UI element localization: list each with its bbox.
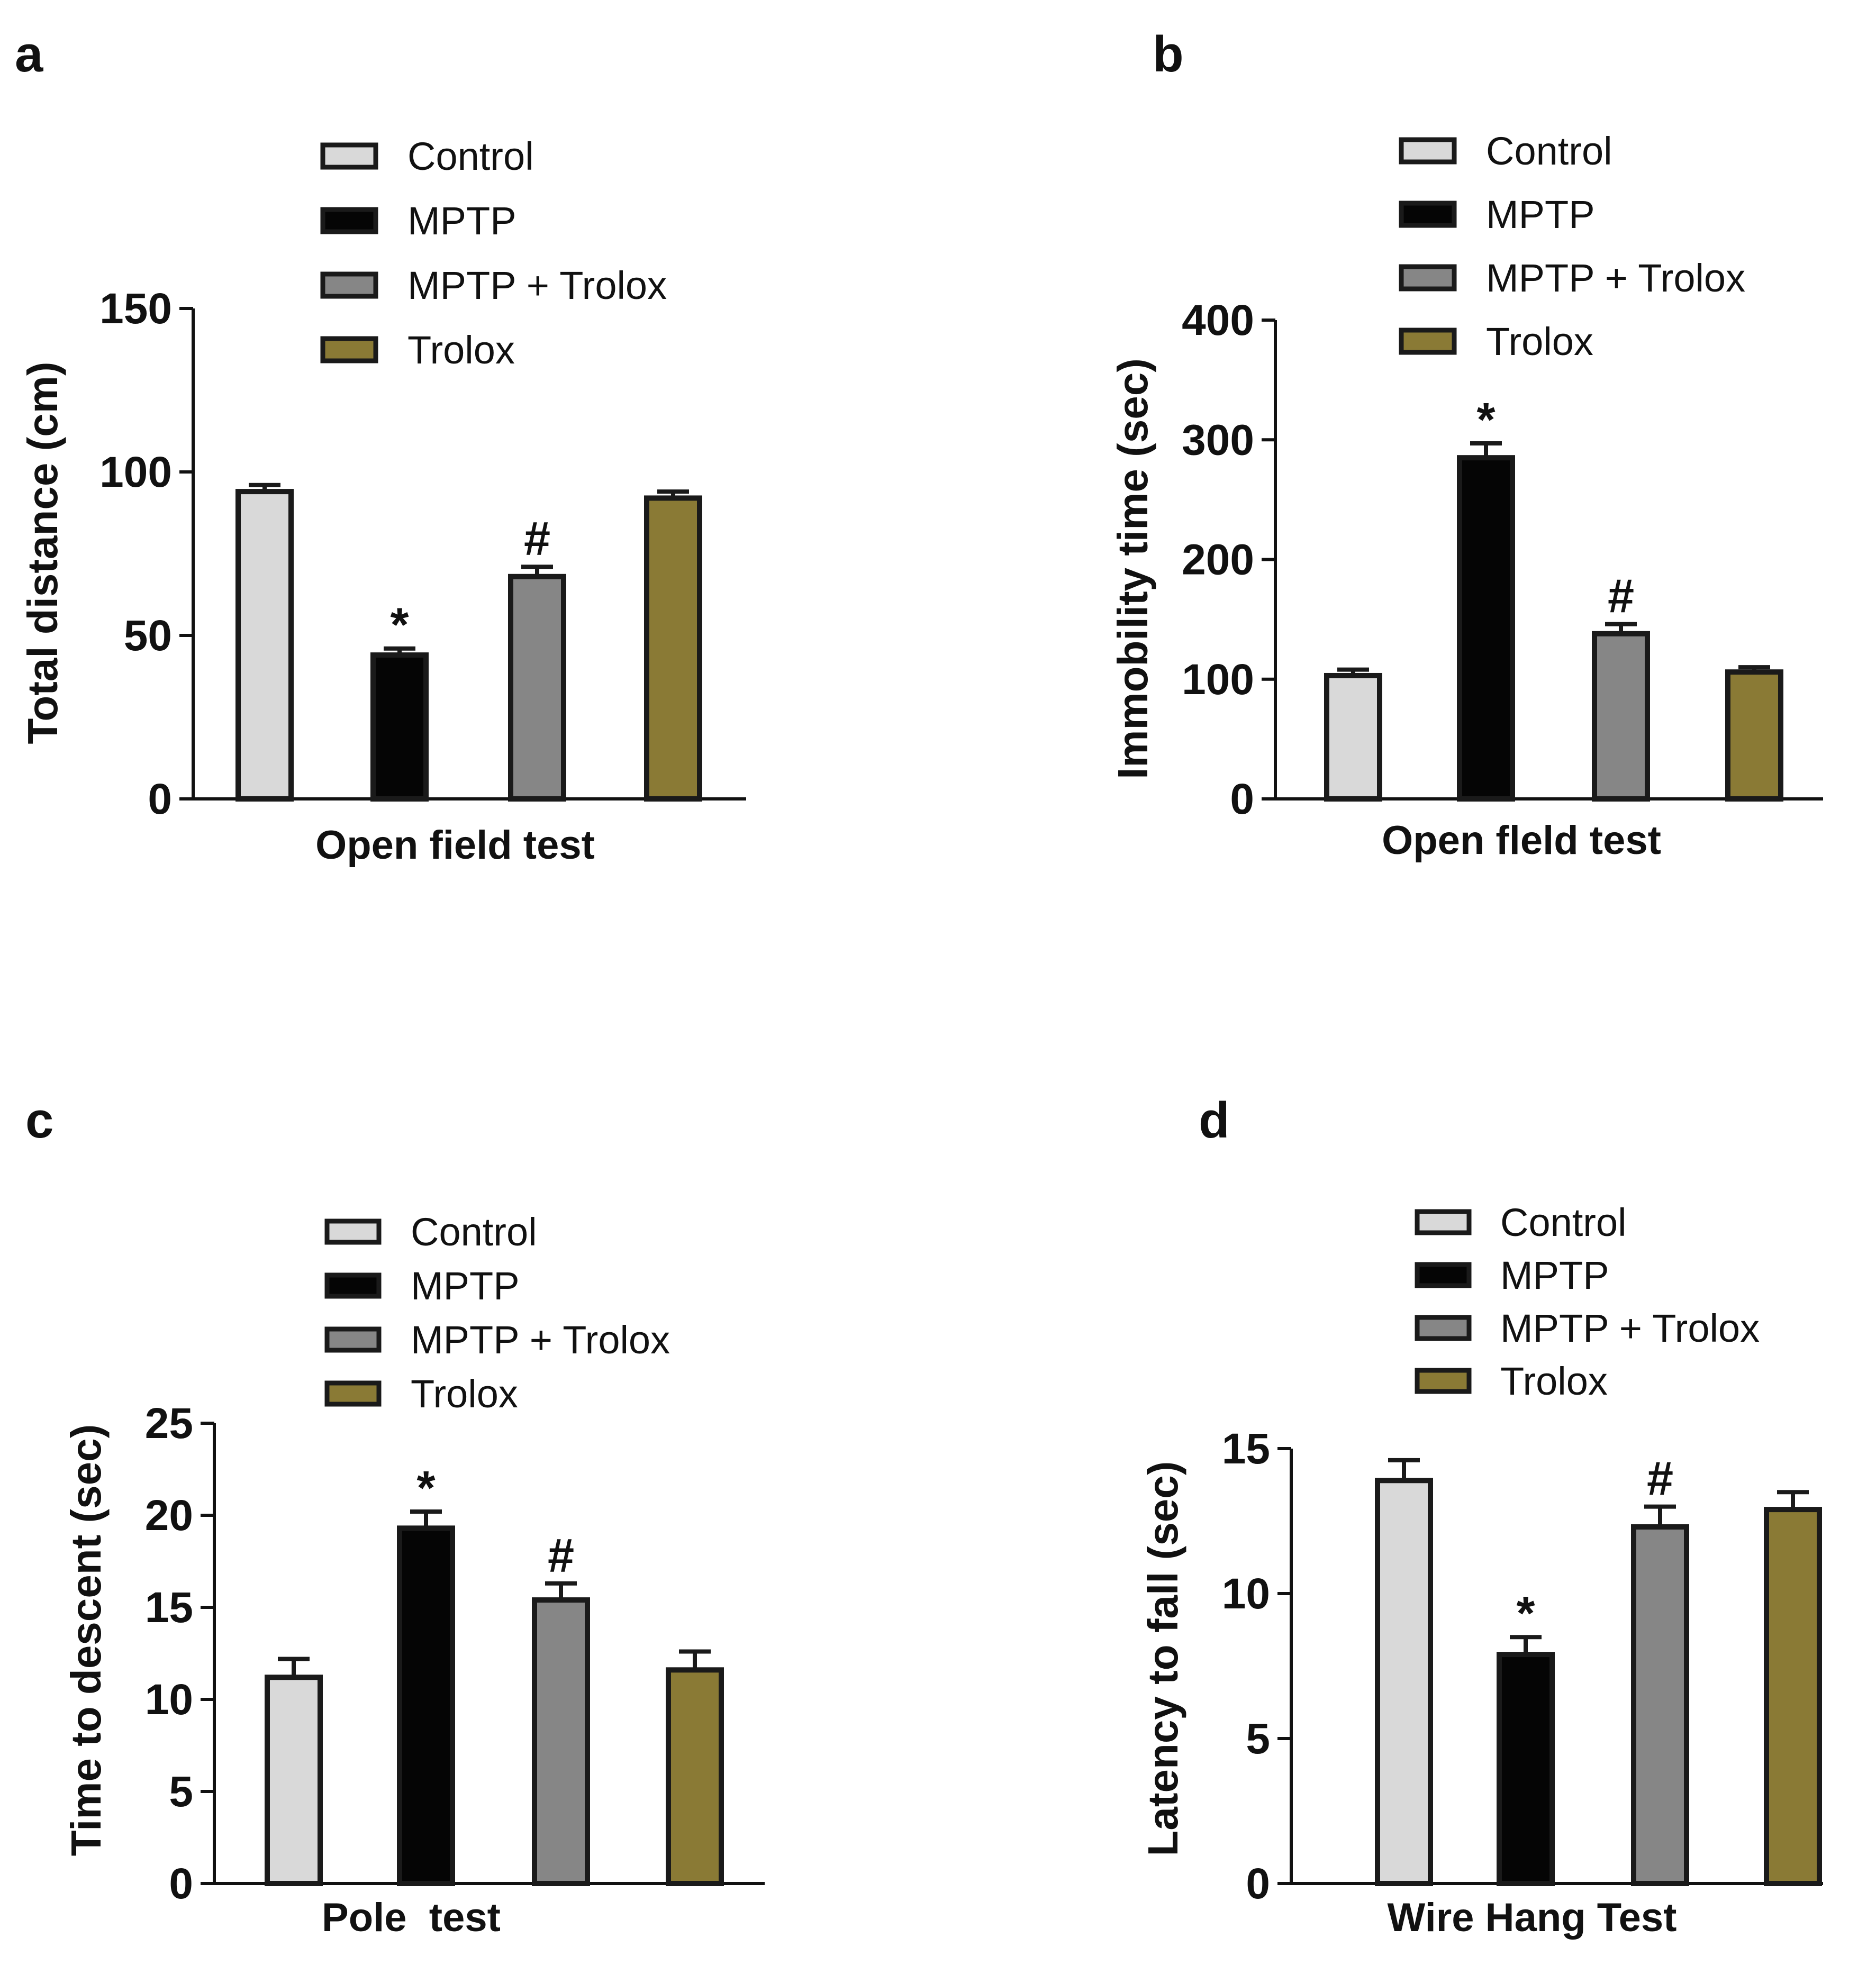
legend-label: MPTP + Trolox bbox=[407, 263, 667, 307]
bar-mptp-trolox bbox=[1631, 1524, 1689, 1886]
bar-trolox bbox=[644, 495, 702, 802]
y-axis-title: Immobility time (sec) bbox=[1109, 358, 1156, 779]
legend-swatch bbox=[1399, 264, 1457, 292]
y-axis-title: Time to descent (sec) bbox=[62, 1424, 110, 1857]
legend-swatch bbox=[320, 207, 378, 234]
legend-label: MPTP bbox=[1486, 193, 1595, 236]
legend-label: Control bbox=[1500, 1200, 1627, 1244]
legend-label: Trolox bbox=[1486, 320, 1593, 363]
bar-control bbox=[1324, 672, 1382, 802]
legend-label: MPTP + Trolox bbox=[411, 1318, 670, 1362]
legend-swatch bbox=[324, 1380, 382, 1407]
y-tick-label: 100 bbox=[99, 448, 172, 496]
legend-swatch bbox=[1415, 1368, 1472, 1394]
bar-mptp bbox=[370, 652, 429, 802]
y-axis-title: Latency to fall (sec) bbox=[1139, 1461, 1186, 1857]
legend-swatch bbox=[320, 142, 378, 170]
legend-label: Trolox bbox=[411, 1372, 518, 1416]
x-axis-title: Pole test bbox=[322, 1895, 501, 1940]
bar-mptp bbox=[1497, 1652, 1555, 1887]
y-tick-label: 25 bbox=[145, 1399, 193, 1448]
significance-mark: * bbox=[1516, 1587, 1535, 1640]
bar-mptp-trolox bbox=[1592, 631, 1650, 802]
y-tick-label: 10 bbox=[1222, 1570, 1270, 1618]
y-tick-label: 5 bbox=[1246, 1715, 1270, 1763]
legend-swatch bbox=[320, 271, 378, 299]
legend-label: Control bbox=[411, 1210, 537, 1254]
y-tick-label: 0 bbox=[1230, 775, 1254, 823]
legend-label: MPTP + Trolox bbox=[1500, 1306, 1760, 1350]
legend-swatch bbox=[1415, 1315, 1472, 1341]
bar-control bbox=[235, 489, 294, 802]
legend-label: Control bbox=[1486, 129, 1612, 173]
x-axis-title: Open fleld test bbox=[1382, 818, 1661, 863]
panel-b: b Control MPTP MPTP + Trolox Trolox 0 100 200 30… bbox=[1109, 26, 1823, 863]
panel-letter: b bbox=[1153, 26, 1184, 83]
y-tick-label: 15 bbox=[145, 1584, 193, 1632]
legend-label: MPTP bbox=[1500, 1253, 1609, 1297]
x-axis-title: Open field test bbox=[315, 823, 595, 868]
y-tick-label: 50 bbox=[124, 612, 172, 660]
legend-swatch bbox=[324, 1272, 382, 1299]
legend-label: Trolox bbox=[1500, 1359, 1608, 1403]
legend-label: MPTP bbox=[411, 1264, 520, 1308]
significance-mark: # bbox=[1647, 1453, 1673, 1506]
legend-label: MPTP + Trolox bbox=[1486, 256, 1745, 300]
significance-mark: # bbox=[1608, 570, 1634, 623]
legend-label: Trolox bbox=[407, 328, 515, 372]
y-tick-label: 200 bbox=[1182, 536, 1254, 584]
panel-letter: c bbox=[25, 1092, 53, 1149]
y-tick-label: 5 bbox=[169, 1768, 193, 1816]
legend-swatch bbox=[324, 1326, 382, 1353]
y-tick-label: 0 bbox=[169, 1860, 193, 1908]
legend-swatch bbox=[1399, 328, 1457, 355]
legend-swatch bbox=[324, 1218, 382, 1245]
y-tick-label: 10 bbox=[145, 1676, 193, 1724]
panel-letter: a bbox=[15, 26, 43, 83]
panel-c: c Control MPTP MPTP + Trolox Trolox 0 5 10 15 20 2… bbox=[25, 1092, 765, 1940]
bar-trolox bbox=[1764, 1507, 1822, 1887]
y-tick-label: 0 bbox=[1246, 1860, 1270, 1908]
bar-control bbox=[1375, 1478, 1433, 1886]
bar-control bbox=[265, 1675, 323, 1886]
panel-d: d Control MPTP MPTP + Trolox Trolox 0 5 10 15 Lat… bbox=[1139, 1092, 1823, 1940]
significance-mark: * bbox=[390, 599, 409, 652]
legend-swatch bbox=[1399, 201, 1457, 228]
significance-mark: * bbox=[416, 1462, 435, 1515]
significance-mark: * bbox=[1476, 394, 1495, 447]
y-tick-label: 400 bbox=[1182, 296, 1254, 344]
y-tick-label: 0 bbox=[148, 775, 172, 823]
y-tick-label: 100 bbox=[1182, 656, 1254, 704]
significance-mark: # bbox=[548, 1530, 574, 1582]
legend-swatch bbox=[1399, 137, 1457, 165]
x-axis-title: Wire Hang Test bbox=[1388, 1895, 1677, 1940]
y-axis-title: Total distance (cm) bbox=[19, 361, 66, 744]
bar-mptp bbox=[1457, 455, 1515, 802]
y-tick-label: 150 bbox=[99, 285, 172, 333]
bar-trolox bbox=[666, 1667, 724, 1887]
y-tick-label: 20 bbox=[145, 1491, 193, 1540]
legend-label: MPTP bbox=[407, 199, 516, 243]
panel-letter: d bbox=[1199, 1092, 1230, 1149]
bar-mptp-trolox bbox=[508, 574, 566, 802]
significance-mark: # bbox=[524, 513, 550, 566]
legend-label: Control bbox=[407, 134, 534, 178]
legend-swatch bbox=[1415, 1209, 1472, 1235]
y-tick-label: 15 bbox=[1222, 1425, 1270, 1473]
legend-swatch bbox=[320, 336, 378, 363]
bar-trolox bbox=[1725, 669, 1783, 802]
bar-mptp bbox=[397, 1525, 455, 1887]
y-tick-label: 300 bbox=[1182, 416, 1254, 464]
bar-mptp-trolox bbox=[532, 1597, 590, 1887]
panel-a: a Control MPTP MPTP + Trolox Trolox 0 50 100 150… bbox=[15, 26, 746, 868]
legend-swatch bbox=[1415, 1262, 1472, 1288]
